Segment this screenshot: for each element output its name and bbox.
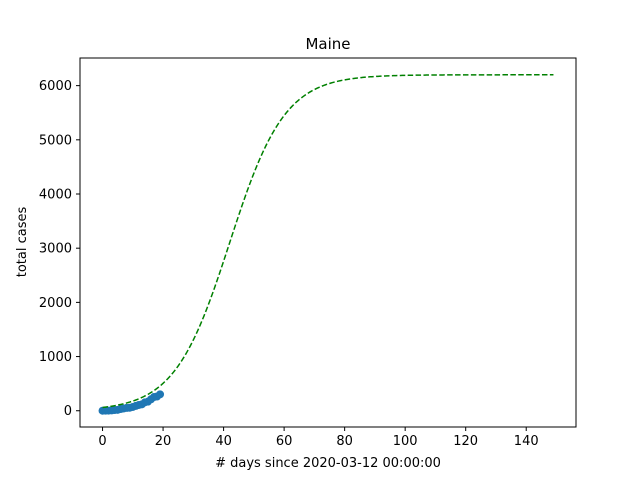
x-tick-label: 140 bbox=[514, 434, 539, 449]
x-tick-label: 120 bbox=[453, 434, 478, 449]
y-tick-label: 4000 bbox=[39, 188, 72, 203]
y-axis-label: total cases bbox=[15, 207, 30, 278]
y-tick-label: 6000 bbox=[39, 79, 72, 94]
plot-frame bbox=[79, 57, 577, 428]
x-tick-label: 80 bbox=[336, 434, 353, 449]
x-tick-label: 20 bbox=[155, 434, 172, 449]
y-tick-label: 1000 bbox=[39, 350, 72, 365]
x-tick-label: 60 bbox=[276, 434, 293, 449]
y-tick-label: 0 bbox=[64, 404, 72, 419]
chart-title: Maine bbox=[305, 35, 350, 53]
y-tick-label: 5000 bbox=[39, 133, 72, 148]
y-tick-label: 2000 bbox=[39, 296, 72, 311]
x-tick-label: 100 bbox=[393, 434, 418, 449]
x-axis-label: # days since 2020-03-12 00:00:00 bbox=[215, 456, 441, 471]
fit-curve-line bbox=[102, 74, 554, 409]
y-tick-label: 3000 bbox=[39, 242, 72, 257]
data-point bbox=[156, 390, 165, 399]
x-tick-label: 40 bbox=[215, 434, 232, 449]
x-tick-label: 0 bbox=[98, 434, 106, 449]
y-axis: 0 1000 2000 3000 4000 5000 6000 bbox=[39, 79, 80, 419]
x-axis: 0 20 40 60 80 100 120 140 bbox=[98, 427, 539, 449]
plot-area bbox=[98, 74, 554, 415]
